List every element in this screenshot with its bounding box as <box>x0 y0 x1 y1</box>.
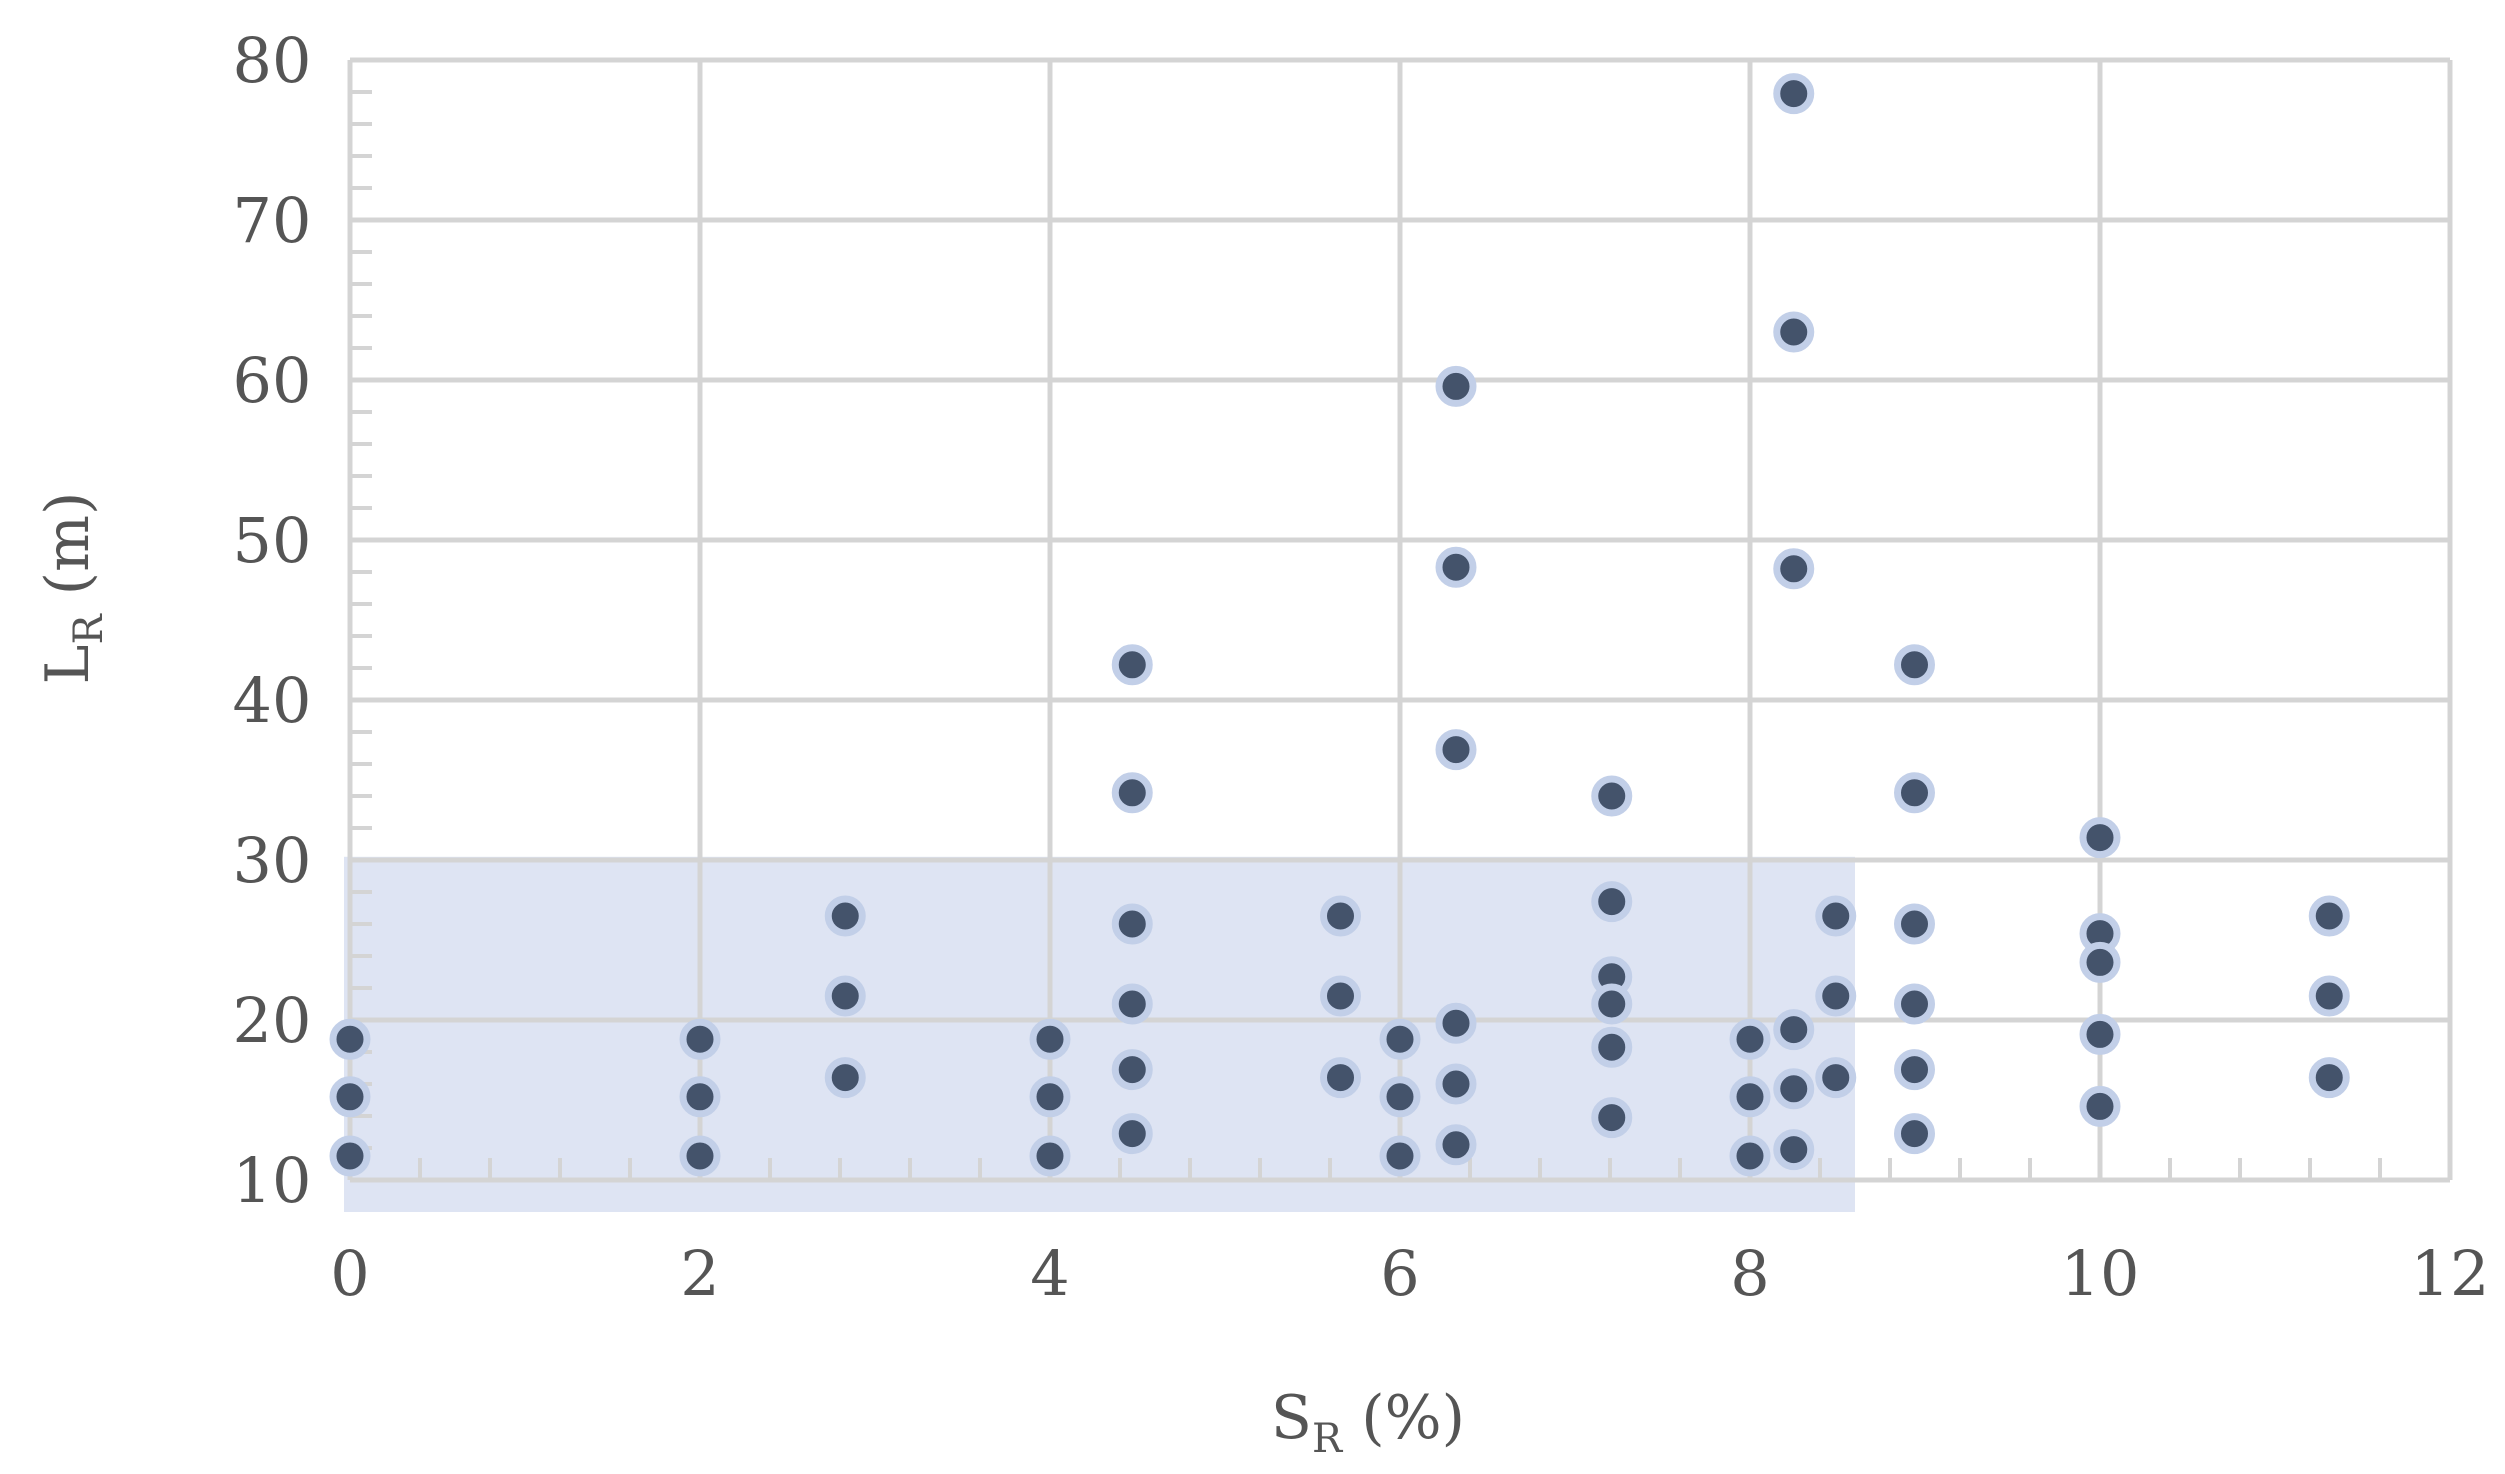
data-point <box>1435 546 1477 588</box>
data-point <box>2308 975 2350 1017</box>
x-tick-label: 6 <box>1380 1237 1419 1310</box>
data-point <box>1435 1002 1477 1044</box>
data-point <box>2079 1085 2121 1127</box>
x-tick-label: 10 <box>2061 1237 2140 1310</box>
data-point <box>329 1018 371 1060</box>
x-tick-label: 0 <box>330 1237 369 1310</box>
y-tick-label: 80 <box>233 24 312 97</box>
y-tick-label: 60 <box>233 344 312 417</box>
data-point <box>1894 1113 1935 1155</box>
data-point <box>2308 1057 2350 1099</box>
x-tick-label: 4 <box>1030 1237 1069 1310</box>
x-axis-title: SR (%) <box>1271 1383 1465 1462</box>
data-point <box>1815 895 1857 937</box>
data-point <box>1435 365 1477 407</box>
data-point <box>824 1057 866 1099</box>
data-point <box>679 1076 721 1118</box>
data-point <box>1773 1129 1815 1171</box>
data-point <box>1111 644 1153 686</box>
data-point <box>1773 548 1815 590</box>
data-point <box>824 895 866 937</box>
data-point <box>1729 1018 1771 1060</box>
data-point <box>824 975 866 1017</box>
data-point <box>2079 941 2121 983</box>
data-point <box>679 1018 721 1060</box>
data-point <box>1435 729 1477 771</box>
data-point <box>1729 1135 1771 1177</box>
data-point <box>1029 1018 1071 1060</box>
data-point <box>1111 1113 1153 1155</box>
data-point <box>329 1076 371 1118</box>
data-points <box>329 73 2350 1177</box>
data-point <box>1894 983 1935 1025</box>
y-tick-label: 20 <box>233 984 312 1057</box>
data-point <box>1435 1124 1477 1166</box>
x-tick-label: 12 <box>2411 1237 2490 1310</box>
data-point <box>1894 903 1935 945</box>
gridlines <box>347 57 2453 1183</box>
data-point <box>329 1135 371 1177</box>
data-point <box>1773 311 1815 353</box>
data-point <box>1815 1057 1857 1099</box>
data-point <box>1591 775 1633 817</box>
data-point <box>1379 1076 1421 1118</box>
tick-labels: 0 2 4 6 8 10 12 10 20 30 40 50 60 70 80 <box>233 24 2490 1310</box>
y-tick-label: 70 <box>233 184 312 257</box>
data-point <box>1894 772 1935 814</box>
data-point <box>1773 73 1815 115</box>
data-point <box>1320 975 1361 1017</box>
data-point <box>1320 895 1361 937</box>
data-point <box>1591 983 1633 1025</box>
data-point <box>1591 1026 1633 1068</box>
data-point <box>1379 1018 1421 1060</box>
y-tick-label: 40 <box>233 664 312 737</box>
y-tick-label: 30 <box>233 824 312 897</box>
data-point <box>1029 1076 1071 1118</box>
data-point <box>2308 895 2350 937</box>
x-tick-label: 8 <box>1730 1237 1769 1310</box>
data-point <box>1379 1135 1421 1177</box>
data-point <box>679 1135 721 1177</box>
data-point <box>1111 1049 1153 1091</box>
data-point <box>1111 772 1153 814</box>
data-point <box>1111 903 1153 945</box>
data-point <box>1894 1049 1935 1091</box>
data-point <box>2079 817 2121 859</box>
data-point <box>1111 983 1153 1025</box>
data-point <box>1029 1135 1071 1177</box>
data-point <box>1815 975 1857 1017</box>
data-point <box>1435 1063 1477 1105</box>
y-tick-label: 50 <box>233 504 312 577</box>
data-point <box>1591 1097 1633 1139</box>
data-point <box>1773 1009 1815 1051</box>
data-point <box>2079 1013 2121 1055</box>
data-point <box>1894 644 1935 686</box>
data-point <box>1591 881 1633 923</box>
data-point <box>1729 1076 1771 1118</box>
data-point <box>1773 1068 1815 1110</box>
x-tick-label: 2 <box>680 1237 719 1310</box>
data-point <box>1320 1057 1361 1099</box>
y-axis-title: LR (m) <box>33 492 112 685</box>
y-tick-label: 10 <box>233 1144 312 1217</box>
